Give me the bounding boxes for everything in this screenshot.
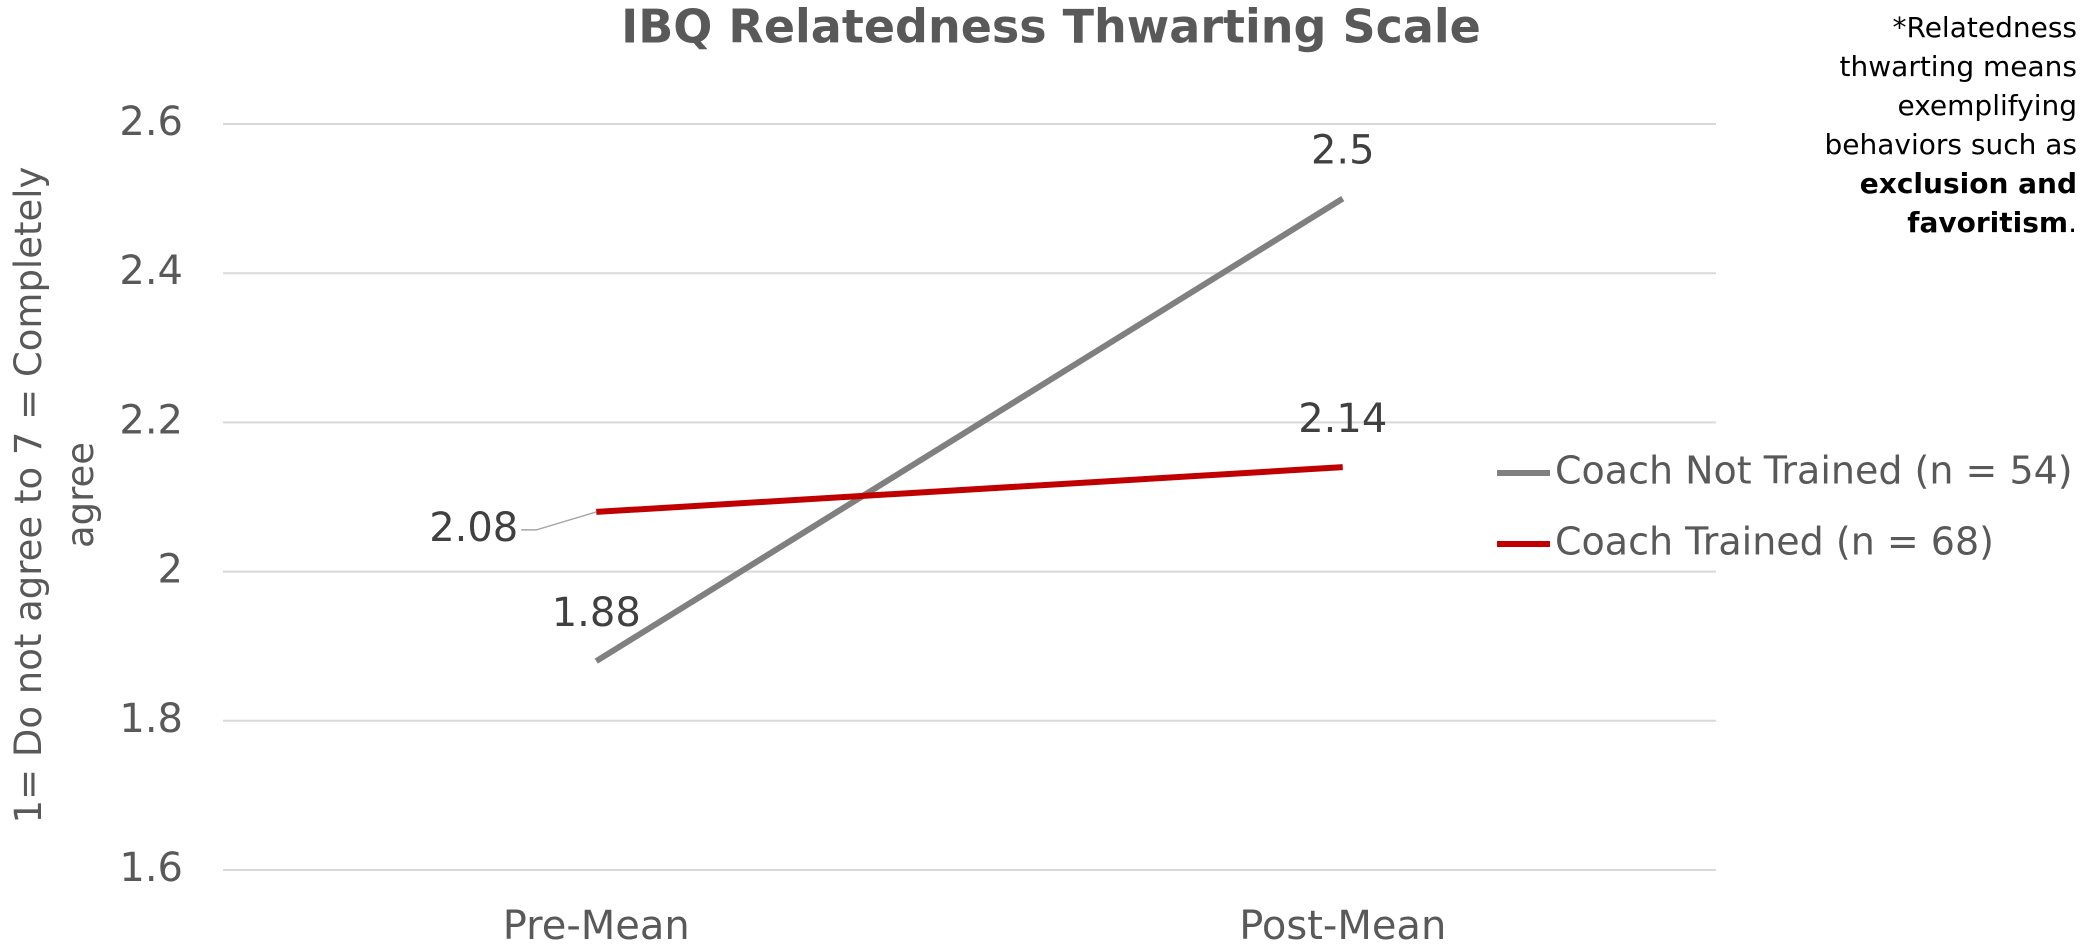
y-tick-label: 1.6 (119, 845, 183, 891)
chart-title: IBQ Relatedness Thwarting Scale (621, 0, 1481, 54)
legend-label: Coach Trained (n = 68) (1555, 520, 1994, 564)
x-tick-label: Pre-Mean (503, 903, 690, 945)
annotation: *Relatedness thwarting means exemplifyin… (1777, 8, 2077, 242)
data-label: 2.08 (429, 505, 518, 551)
legend-label: Coach Not Trained (n = 54) (1555, 449, 2073, 493)
y-axis-label: 1= Do not agree to 7 = Completely agree (7, 166, 102, 824)
data-label: 1.88 (552, 590, 641, 636)
y-tick-label: 2.6 (119, 99, 183, 145)
data-label: 2.14 (1298, 396, 1387, 442)
x-tick-label: Post-Mean (1239, 903, 1446, 945)
y-tick-label: 2.4 (119, 248, 183, 294)
y-tick-label: 2.2 (119, 397, 183, 443)
note-end: . (2068, 206, 2077, 239)
y-tick-label: 1.8 (119, 696, 183, 742)
note-text: *Relatedness thwarting means exemplifyin… (1824, 11, 2077, 161)
data-label: 2.5 (1311, 128, 1375, 174)
series-line (594, 196, 1345, 664)
y-tick-label: 2 (158, 547, 183, 593)
note-bold: exclusion and favoritism (1859, 167, 2077, 239)
series-line (596, 464, 1343, 515)
leader-line (521, 511, 597, 531)
